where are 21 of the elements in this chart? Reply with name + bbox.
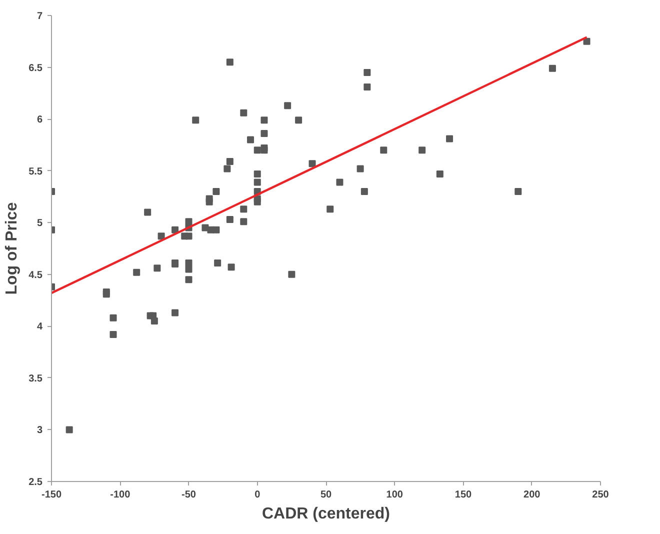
y-tick-label: 6 <box>36 114 43 126</box>
y-tick-label: 7 <box>36 11 43 22</box>
x-tick-label: 50 <box>320 490 332 500</box>
y-tick-label: 4.5 <box>28 270 43 281</box>
y-tick-label: 3.5 <box>28 373 43 384</box>
x-tick-label: -150 <box>41 490 62 500</box>
y-tick-label: 3 <box>36 425 43 436</box>
x-tick-label: -50 <box>182 490 196 500</box>
y-tick-label: 6.5 <box>28 62 43 74</box>
x-tick-label: 0 <box>254 490 261 500</box>
x-tick-label: -100 <box>110 490 131 500</box>
y-tick-label: 5 <box>36 218 43 230</box>
y-tick-label: 2.5 <box>28 477 43 488</box>
x-tick-label: 150 <box>454 490 472 500</box>
y-tick-label: 4 <box>36 322 43 333</box>
x-tick-label: 100 <box>386 490 404 500</box>
x-tick-label: 250 <box>592 490 610 500</box>
y-axis-title: Log of Price <box>4 202 21 295</box>
x-tick-label: 200 <box>524 490 541 500</box>
x-axis-title: CADR (centered) <box>262 506 390 522</box>
y-tick-label: 5.5 <box>28 166 43 178</box>
